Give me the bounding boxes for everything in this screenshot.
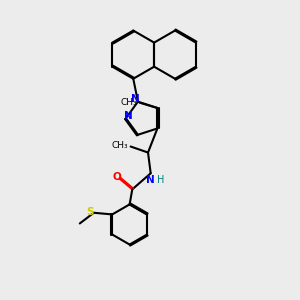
- Text: N: N: [124, 110, 133, 121]
- Text: N: N: [131, 94, 140, 104]
- Text: O: O: [113, 172, 122, 182]
- Text: N: N: [146, 175, 155, 184]
- Text: S: S: [86, 207, 94, 217]
- Text: CH₃: CH₃: [121, 98, 137, 106]
- Text: H: H: [157, 175, 164, 184]
- Text: CH₃: CH₃: [111, 141, 128, 150]
